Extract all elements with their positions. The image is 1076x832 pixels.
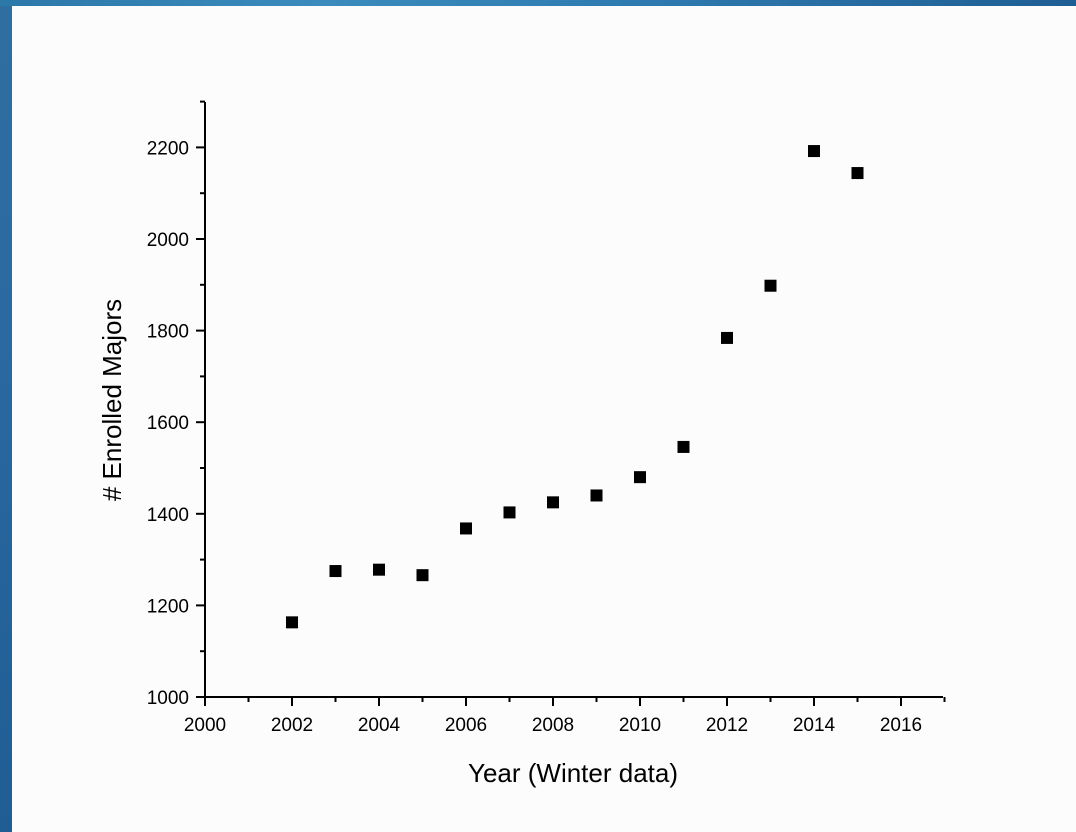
- y-tick-label: 1600: [147, 413, 189, 434]
- slide-top-border: [0, 0, 1076, 6]
- x-tick-label: 2010: [619, 715, 661, 736]
- data-point: [416, 569, 429, 582]
- data-point: [286, 616, 298, 629]
- x-tick-label: 2002: [271, 715, 313, 736]
- y-axis-title: # Enrolled Majors: [97, 299, 127, 501]
- data-point: [764, 279, 777, 292]
- y-tick-label: 2200: [147, 138, 189, 159]
- y-axis-ticks: 1000 1200 1400 1600 1800 2000 2200: [147, 100, 205, 709]
- data-point: [373, 563, 385, 576]
- slide-canvas: [12, 6, 1076, 832]
- y-tick-label: 1200: [147, 596, 189, 617]
- data-point: [808, 145, 820, 158]
- y-tick-label: 2000: [147, 230, 189, 251]
- x-tick-label: 2014: [793, 715, 836, 736]
- y-tick-label: 1800: [147, 322, 189, 343]
- data-point: [460, 522, 472, 535]
- x-tick-label: 2004: [358, 715, 401, 736]
- data-point: [590, 489, 603, 502]
- data-points: [286, 145, 864, 629]
- data-point: [329, 565, 342, 578]
- data-point: [851, 167, 864, 180]
- data-point: [503, 506, 516, 519]
- data-point: [721, 331, 733, 344]
- data-point: [634, 471, 646, 484]
- data-point: [547, 496, 559, 509]
- chart-axes: [204, 102, 943, 698]
- y-tick-label: 1400: [147, 505, 189, 526]
- x-tick-label: 2006: [445, 715, 487, 736]
- y-tick-label: 1000: [147, 688, 189, 709]
- x-tick-label: 2000: [184, 715, 226, 736]
- data-point: [677, 440, 690, 453]
- x-tick-label: 2012: [706, 715, 748, 736]
- x-tick-label: 2008: [532, 715, 574, 736]
- x-axis-ticks: 2000 2002 2004 2006 2008 2010 2012 2014 2016: [184, 697, 946, 736]
- x-axis-title: Year (Winter data): [468, 758, 678, 788]
- x-tick-label: 2016: [880, 715, 922, 736]
